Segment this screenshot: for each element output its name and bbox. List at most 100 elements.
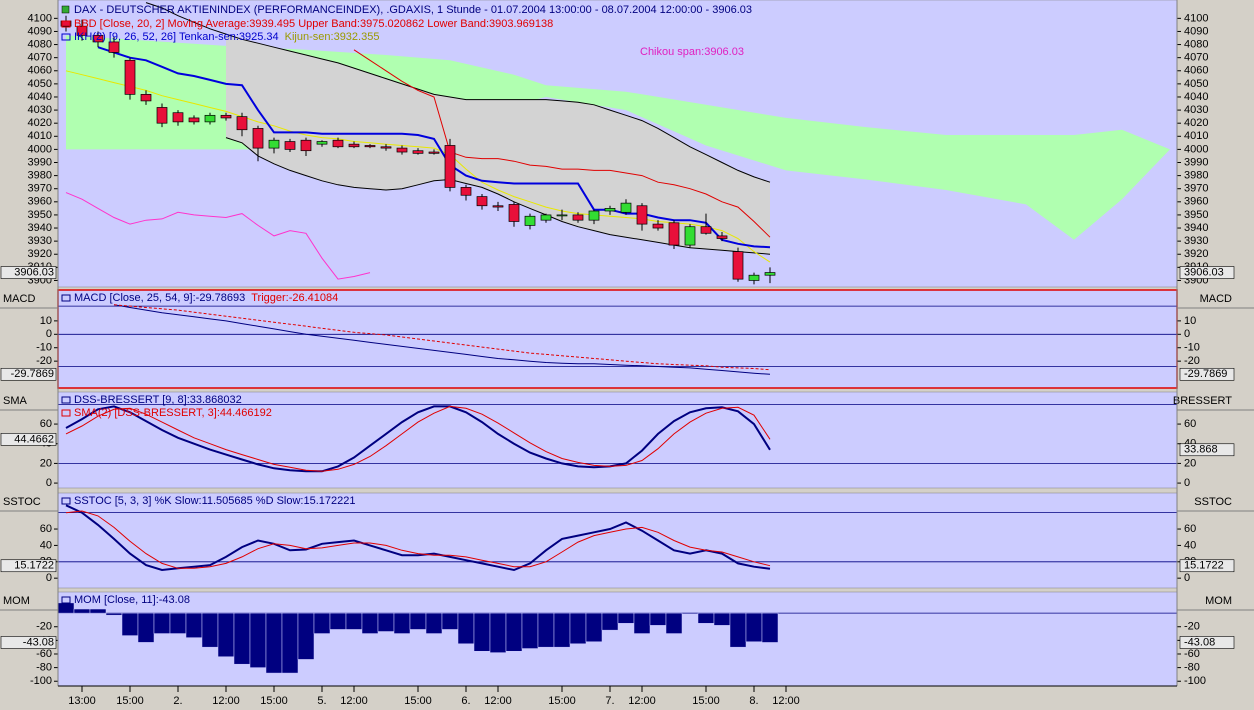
candle-body (716, 235, 728, 239)
bar (169, 612, 187, 634)
x-tick-label: 13:00 (68, 695, 96, 707)
value-box (1179, 266, 1235, 279)
candle-body (428, 151, 440, 154)
candle-body (700, 226, 712, 234)
series-line (113, 304, 771, 371)
x-tick-label: 5. (317, 695, 326, 707)
bar (249, 612, 267, 668)
bar (729, 612, 747, 648)
band-line (225, 137, 771, 255)
y-tick-label: 4020 (28, 117, 52, 129)
bar (137, 612, 155, 643)
bar (233, 612, 251, 665)
y-tick-label: 4030 (28, 104, 52, 116)
candle-body (620, 202, 632, 213)
value-label: -43.08 (1184, 636, 1215, 648)
series-line (65, 405, 771, 472)
candle-body (348, 143, 360, 148)
bar (713, 612, 731, 626)
candle-body (76, 25, 88, 36)
candle-body (300, 139, 312, 152)
x-tick-label: 12:00 (484, 695, 512, 707)
legend-label: Kijun-sen:3932.355 (285, 31, 380, 43)
y-tick-label: 40 (1184, 539, 1196, 551)
bar (329, 612, 347, 630)
bar (393, 612, 411, 634)
candle-body (588, 210, 600, 221)
bar (361, 612, 379, 634)
legend-label: DSS-BRESSERT [9, 8]:33.868032 (74, 394, 242, 406)
panel-name: BRESSERT (1173, 395, 1232, 407)
y-tick-label: 4060 (28, 65, 52, 77)
y-tick-label: 4000 (1184, 143, 1208, 155)
y-tick-label: 3960 (28, 196, 52, 208)
legend-icon (61, 33, 71, 41)
panel-name: SSTOC (3, 496, 41, 508)
x-tick-label: 15:00 (116, 695, 144, 707)
candle-body (140, 94, 152, 102)
candle-body (380, 146, 392, 149)
y-tick-label: -80 (36, 662, 52, 674)
y-tick-label: 3980 (1184, 170, 1208, 182)
x-tick-label: 12:00 (340, 695, 368, 707)
band-line (145, 2, 771, 183)
candle-body (492, 205, 504, 208)
value-label: 3906.03 (14, 266, 54, 278)
bar (313, 612, 331, 634)
value-box (0, 266, 57, 279)
y-tick-label: 10 (40, 315, 52, 327)
candle-body (524, 215, 536, 226)
bar (58, 602, 75, 614)
y-tick-label: 4030 (1184, 104, 1208, 116)
bar (505, 612, 523, 652)
panel-name: SMA (3, 395, 28, 407)
bar (633, 612, 651, 634)
y-tick-label: 4000 (28, 143, 52, 155)
candle-body (156, 107, 168, 124)
candle-body (252, 128, 264, 149)
y-tick-label: -60 (1184, 648, 1200, 660)
bar (697, 612, 715, 624)
bar (553, 612, 571, 648)
candle-body (732, 251, 744, 280)
legend-label: SMA(2) [DSS-BRESSERT, 3]:44.466192 (74, 407, 272, 419)
candle-body (444, 145, 456, 188)
legend-label: IKH(2) [9, 26, 52, 26] Tenkan-sen:3925.3… (74, 31, 279, 43)
value-box (0, 636, 57, 649)
value-label: 15.1722 (1184, 560, 1224, 572)
value-box (0, 433, 57, 446)
y-tick-label: 4010 (1184, 130, 1208, 142)
bar (153, 612, 171, 634)
y-tick-label: 3990 (1184, 156, 1208, 168)
y-tick-label: 3960 (1184, 196, 1208, 208)
plot (58, 602, 1177, 674)
bar (105, 612, 123, 616)
x-tick-label: 8. (749, 695, 758, 707)
chart-title: DAX - DEUTSCHER AKTIENINDEX (PERFORMANCE… (74, 4, 752, 16)
candle-body (236, 116, 248, 131)
title-icon (61, 5, 70, 14)
value-label: 3906.03 (1184, 266, 1224, 278)
candle-body (556, 214, 568, 217)
value-label: 33.868 (1184, 444, 1218, 456)
y-tick-label: 3920 (1184, 248, 1208, 260)
y-tick-label: 4060 (1184, 65, 1208, 77)
bar (473, 612, 491, 652)
y-tick-label: 20 (1184, 457, 1196, 469)
panel-name: SSTOC (1194, 496, 1232, 508)
candle-body (764, 272, 776, 276)
legend-icon (61, 294, 71, 302)
bar (345, 612, 363, 630)
y-tick-label: 0 (1184, 477, 1190, 489)
candle-body (604, 208, 616, 212)
value-label: -43.08 (23, 636, 54, 648)
y-tick-label: 4090 (28, 25, 52, 37)
candle-body (92, 35, 104, 43)
legend-icon (61, 596, 71, 604)
y-tick-label: -100 (1184, 675, 1206, 687)
candle-body (364, 145, 376, 148)
bar (569, 612, 587, 645)
candle-body (476, 196, 488, 207)
